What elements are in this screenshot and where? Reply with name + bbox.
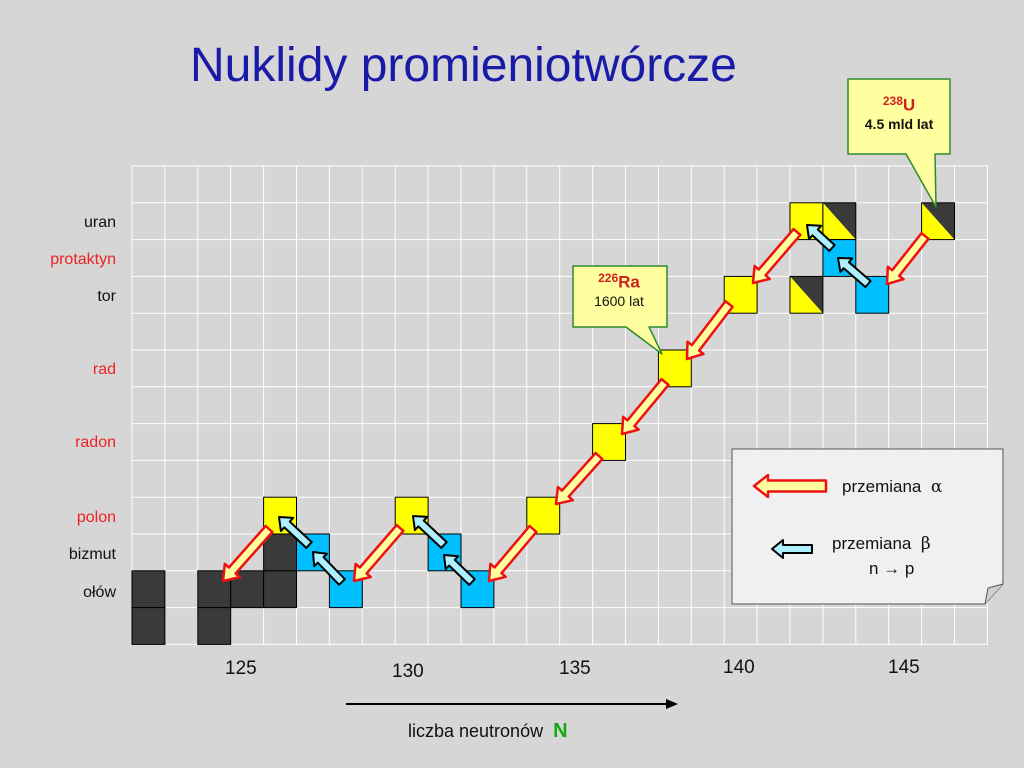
page-title: Nuklidy promieniotwórcze xyxy=(190,39,737,92)
callout-ra-mass: 226 xyxy=(598,271,619,285)
legend-beta-arrow xyxy=(771,539,813,559)
alpha-decay-arrow xyxy=(751,227,802,285)
legend-beta: przemiana β xyxy=(832,534,931,554)
callout-u-mass: 238 xyxy=(882,94,903,108)
legend-panel xyxy=(731,448,1004,605)
axis-symbol: N xyxy=(553,720,568,742)
nuclide-cell-stable xyxy=(263,533,298,572)
x-tick-145: 145 xyxy=(888,657,920,678)
callout-u-text: 238U 4.5 mld lat xyxy=(850,94,948,132)
axis-arrow-head xyxy=(666,699,678,709)
legend-alpha-arrow xyxy=(752,473,828,499)
nuclide-cell-alpha-half xyxy=(790,276,823,314)
callout-u-symbol: U xyxy=(902,95,916,115)
nuclide-cell-alpha-half xyxy=(921,202,955,240)
element-label-polon: polon xyxy=(76,509,116,526)
element-label-olow: ołów xyxy=(83,584,116,601)
alpha-decay-arrow xyxy=(487,524,538,583)
legend-page-curl xyxy=(984,583,1004,605)
decay-arrows xyxy=(221,224,930,586)
x-tick-125: 125 xyxy=(225,658,257,679)
nuclide-cell-stable xyxy=(263,570,298,609)
callout-ra-bubble xyxy=(572,265,668,355)
beta-decay-arrow xyxy=(806,224,836,252)
element-label-protaktyn: protaktyn xyxy=(50,251,116,268)
alpha-decay-arrow xyxy=(554,451,604,506)
legend-beta-symbol: β xyxy=(920,534,931,554)
x-tick-135: 135 xyxy=(559,658,591,679)
legend-alpha: przemiana α xyxy=(842,477,942,497)
x-tick-130: 130 xyxy=(392,661,424,682)
callout-ra-text: 226Ra 1600 lat xyxy=(574,271,664,309)
nuclide-cell-stable-half xyxy=(822,202,856,240)
legend-alpha-symbol: α xyxy=(930,477,943,497)
beta-decay-arrow xyxy=(278,516,313,549)
nuclide-cell-alpha xyxy=(592,423,626,461)
alpha-decay-arrow xyxy=(221,524,274,583)
element-label-uran: uran xyxy=(83,214,116,231)
nuclide-cell-stable-half xyxy=(790,276,823,314)
element-label-rad: rad xyxy=(92,361,116,378)
legend-alpha-label: przemiana xyxy=(842,477,922,496)
nuclide-cell-stable-half xyxy=(921,202,955,240)
nuclide-cell-stable xyxy=(131,607,166,645)
beta-decay-arrow xyxy=(837,257,872,288)
axis-title: liczba neutronów N xyxy=(408,720,568,743)
nuclide-cell-stable xyxy=(197,607,232,645)
callout-u-halflife: 4.5 mld lat xyxy=(864,115,934,132)
callout-bubbles xyxy=(572,78,951,355)
nuclide-cell-alpha-half xyxy=(822,202,856,240)
element-label-radon: radon xyxy=(75,434,116,451)
beta-decay-arrow xyxy=(312,551,346,586)
x-tick-140: 140 xyxy=(723,657,755,678)
alpha-decay-arrow xyxy=(885,231,930,286)
element-label-bizmut: bizmut xyxy=(68,546,116,563)
axis-label: liczba neutronów xyxy=(408,721,544,741)
legend-beta-label: przemiana xyxy=(832,534,912,553)
nuclide-cell-stable xyxy=(131,570,166,609)
alpha-decay-arrow xyxy=(352,523,405,583)
callout-ra-symbol: Ra xyxy=(618,272,640,292)
nuclide-cell-border xyxy=(789,275,824,314)
beta-decay-arrow xyxy=(443,554,476,586)
nuclide-cell-border xyxy=(921,202,955,241)
legend-box xyxy=(731,448,1004,605)
alpha-decay-arrow xyxy=(685,300,734,361)
legend-beta-note: n → p xyxy=(869,559,915,578)
nuclide-cells xyxy=(131,202,955,645)
alpha-decay-arrow xyxy=(620,377,670,436)
element-label-tor: tor xyxy=(97,288,116,305)
callout-u-bubble xyxy=(847,78,951,208)
beta-decay-arrow xyxy=(412,515,448,549)
callout-ra-halflife: 1600 lat xyxy=(594,292,644,309)
